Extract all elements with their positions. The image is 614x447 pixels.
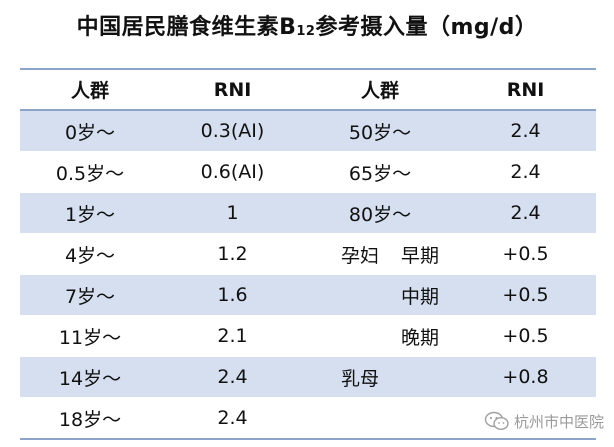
rni-left: 0.6(AI): [160, 151, 305, 193]
group-right-cell: 中期: [305, 274, 455, 316]
stage-label: 晚期: [401, 326, 440, 349]
age-left: 18岁～: [20, 397, 160, 440]
age-left: 1岁～: [20, 192, 160, 234]
rni-right: +0.5: [455, 274, 596, 316]
rni-left: 2.4: [160, 356, 305, 398]
rni-left: 0.3(AI): [160, 110, 305, 152]
group-right-cell: 晚期: [305, 315, 455, 357]
table-row: 0.5岁～ 0.6(AI) 65岁～ 2.4: [20, 151, 596, 193]
table-wrap: 人群 RNI 人群 RNI 0岁～ 0.3(AI) 50岁～ 2.4 0.5岁～…: [20, 68, 596, 440]
wechat-icon: [484, 411, 509, 431]
header-population-right: 人群: [305, 68, 455, 111]
rni-right: +0.8: [455, 356, 596, 398]
rni-left: 1.6: [160, 274, 305, 316]
table-row: 4岁～ 1.2 孕妇 早期 +0.5: [20, 233, 596, 275]
rni-table: 人群 RNI 人群 RNI 0岁～ 0.3(AI) 50岁～ 2.4 0.5岁～…: [20, 68, 596, 440]
empty-cell: [305, 397, 455, 440]
rni-right: 2.4: [455, 110, 596, 152]
group-label-lactating: 乳母: [340, 367, 379, 390]
header-rni-left: RNI: [160, 68, 305, 111]
header-row: 人群 RNI 人群 RNI: [20, 68, 596, 111]
title-suffix: 参考摄入量（mg/d）: [315, 15, 538, 40]
table-row: 7岁～ 1.6 中期 +0.5: [20, 274, 596, 316]
header-population-left: 人群: [20, 68, 160, 111]
watermark: 杭州市中医院: [484, 409, 604, 433]
group-right-cell: 乳母: [305, 356, 455, 398]
stage-label: 中期: [401, 285, 440, 308]
rni-right: +0.5: [455, 233, 596, 275]
rni-left: 1.2: [160, 233, 305, 275]
table-row: 11岁～ 2.1 晚期 +0.5: [20, 315, 596, 357]
table-row: 1岁～ 1 80岁～ 2.4: [20, 192, 596, 234]
rni-left: 2.1: [160, 315, 305, 357]
age-left: 14岁～: [20, 356, 160, 398]
table-row: 0岁～ 0.3(AI) 50岁～ 2.4: [20, 110, 596, 152]
age-right: 65岁～: [305, 151, 455, 193]
rni-left: 1: [160, 192, 305, 234]
header-rni-right: RNI: [455, 68, 596, 111]
title-subscript: 12: [296, 24, 316, 39]
age-left: 11岁～: [20, 315, 160, 357]
group-label-pregnant: 孕妇: [340, 244, 379, 267]
title-prefix: 中国居民膳食维生素B: [76, 15, 297, 40]
table-title: 中国居民膳食维生素B12参考摄入量（mg/d）: [0, 10, 614, 46]
rni-right: 2.4: [455, 192, 596, 234]
rni-right: 2.4: [455, 151, 596, 193]
age-left: 7岁～: [20, 274, 160, 316]
rni-left: 2.4: [160, 397, 305, 440]
age-right: 80岁～: [305, 192, 455, 234]
age-left: 4岁～: [20, 233, 160, 275]
table-row: 14岁～ 2.4 乳母 +0.8: [20, 356, 596, 398]
table-row: 18岁～ 2.4: [20, 397, 596, 440]
group-right-cell: 孕妇 早期: [305, 233, 455, 275]
age-right: 50岁～: [305, 110, 455, 152]
rni-right: +0.5: [455, 315, 596, 357]
age-left: 0.5岁～: [20, 151, 160, 193]
age-left: 0岁～: [20, 110, 160, 152]
stage-label: 早期: [401, 244, 440, 267]
empty-cell: [455, 397, 596, 440]
watermark-text: 杭州市中医院: [513, 412, 604, 431]
